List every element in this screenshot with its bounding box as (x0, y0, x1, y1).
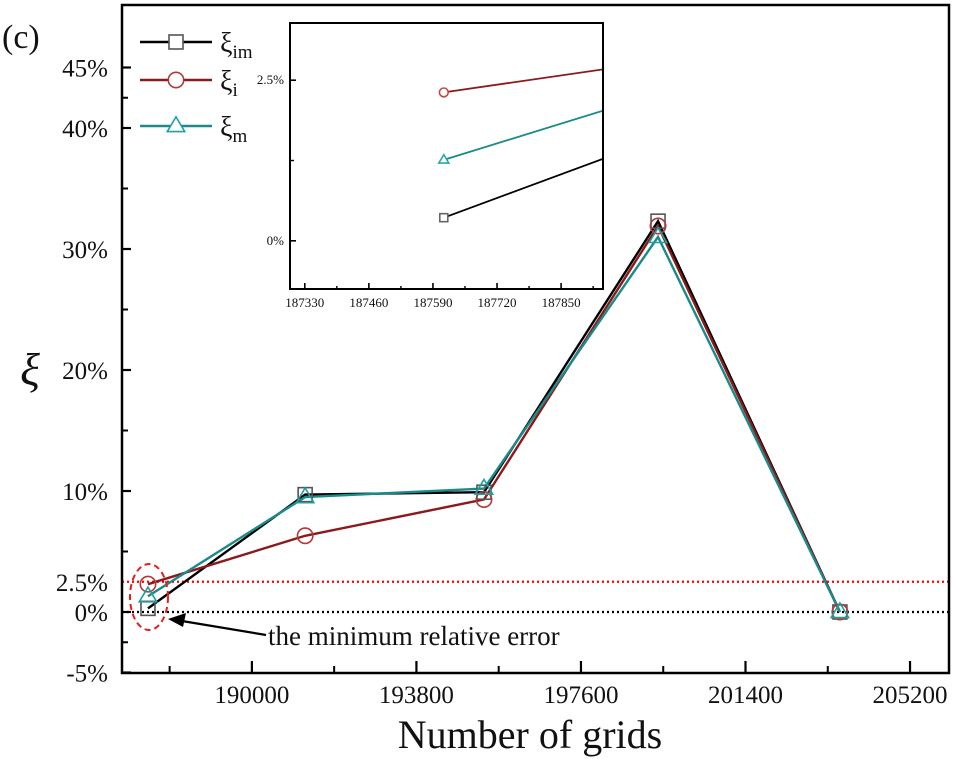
legend-label: ξm (220, 112, 247, 147)
legend-item-im: ξim (140, 28, 253, 63)
inset-y-axis: 0% 2.5% (257, 72, 296, 248)
inset-series-line (443, 157, 603, 219)
x-tick-label: 201400 (708, 682, 783, 709)
legend-marker (167, 71, 185, 89)
x-tick-label: 190000 (214, 682, 289, 709)
y-tick-label: 45% (62, 56, 108, 83)
inset-series (437, 68, 603, 223)
data-point-i (475, 490, 493, 508)
main-series (137, 213, 851, 621)
inset-x-tick-label: 187590 (413, 295, 452, 310)
y-tick-label: -5% (66, 661, 108, 688)
data-point-m (829, 601, 851, 619)
series-line-m (147, 234, 841, 613)
data-point-m (137, 585, 159, 603)
x-tick-label: 205200 (873, 682, 948, 709)
inset-y-tick-label: 0% (267, 233, 285, 248)
data-point-m (473, 477, 495, 495)
data-point-i (649, 217, 667, 235)
legend-marker (165, 115, 187, 133)
inset-x-axis: 187330 187460 187590 187720 187850 (285, 283, 594, 310)
legend-label: ξi (220, 66, 238, 101)
y-tick-label: 10% (62, 479, 108, 506)
inset-x-tick-label: 187330 (285, 295, 324, 310)
legend-marker (168, 34, 184, 50)
y-tick-label: 0% (75, 600, 108, 627)
legend-item-i: ξi (140, 66, 238, 101)
inset-series-line (443, 68, 603, 94)
main-y-axis: -5% 0% 2.5% 10% 20% 30% 40% 45% (56, 56, 131, 688)
y-tick-label: 20% (62, 358, 108, 385)
y-axis-title: ξ (20, 344, 40, 395)
inset-background (290, 23, 603, 289)
data-point-m (647, 226, 669, 244)
inset-y-tick-label: 2.5% (257, 72, 284, 87)
legend-item-m: ξm (140, 112, 247, 147)
data-point-m (294, 486, 316, 504)
main-plot-frame (120, 3, 951, 675)
reference-lines (122, 580, 949, 614)
x-tick-label: 193800 (379, 682, 454, 709)
x-axis-title: Number of grids (398, 712, 662, 757)
data-point-i (296, 527, 314, 545)
data-point-i (139, 575, 157, 593)
annotation-text: the minimum relative error (268, 621, 560, 651)
inset-data-point (438, 87, 449, 98)
annotation-arrow (168, 613, 267, 637)
x-tick-label: 197600 (543, 682, 618, 709)
y-tick-label: 30% (62, 237, 108, 264)
inset-data-point (437, 153, 451, 164)
y-tick-label: 2.5% (56, 570, 108, 597)
inset-plot-frame (289, 22, 604, 290)
panel-label: (c) (2, 19, 40, 56)
main-x-axis: 190000 193800 197600 201400 205200 (168, 661, 948, 709)
y-tick-label: 40% (62, 116, 108, 143)
inset-x-tick-label: 187850 (542, 295, 581, 310)
inset-series-line (443, 109, 603, 161)
legend-label: ξim (220, 28, 253, 63)
inset-data-point (438, 212, 449, 223)
inset-x-tick-label: 187720 (478, 295, 517, 310)
inset-x-tick-label: 187460 (349, 295, 388, 310)
highlight-ellipse (129, 563, 169, 631)
